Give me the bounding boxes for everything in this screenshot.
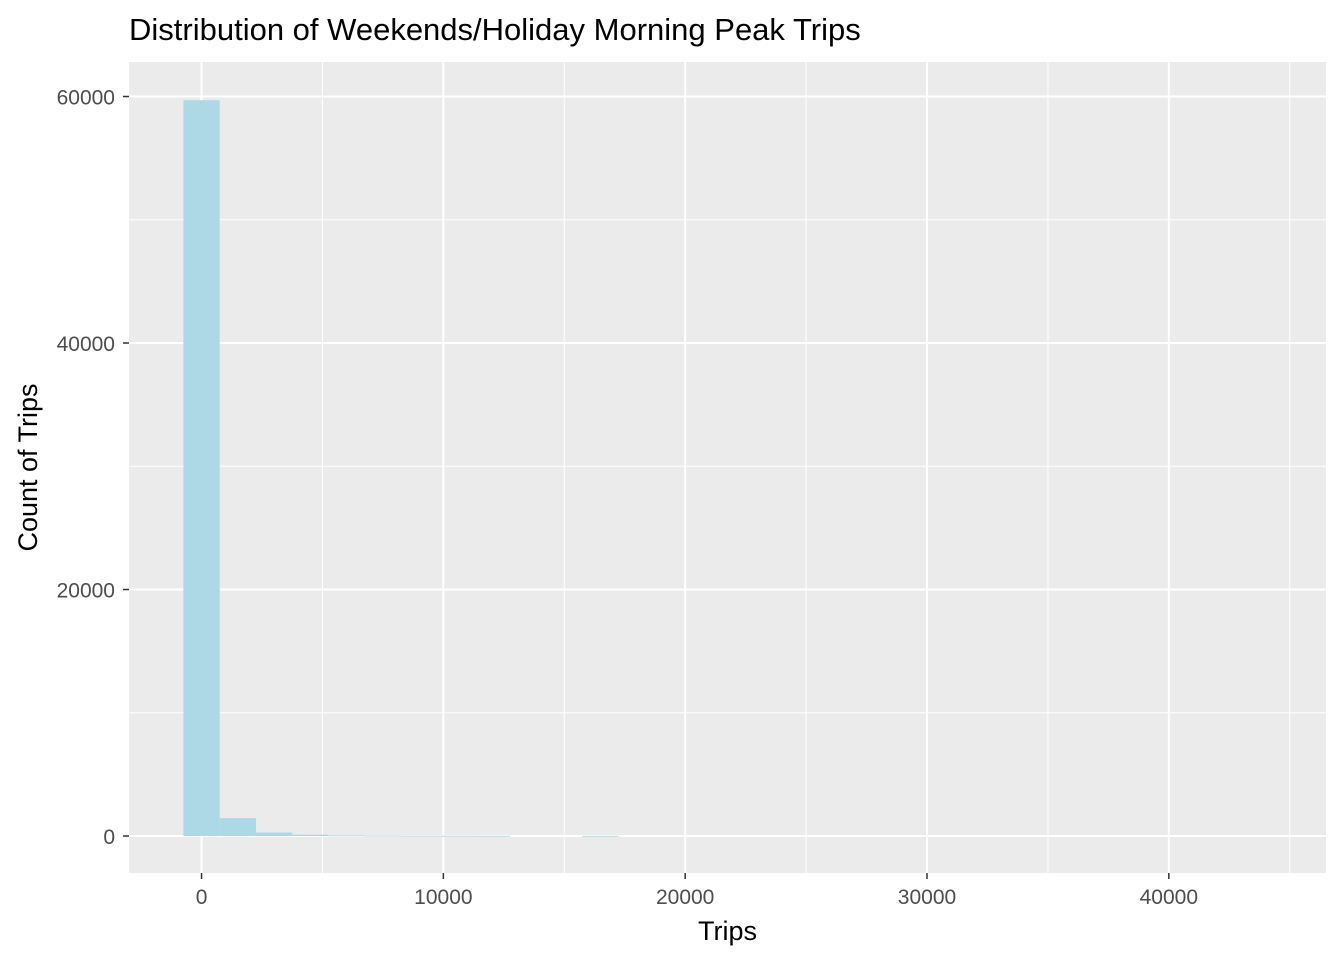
histogram-bar: [473, 835, 510, 837]
histogram-bar: [401, 835, 438, 837]
histogram-bar: [437, 835, 474, 837]
y-axis-label: Count of Trips: [13, 383, 43, 551]
histogram-bar: [219, 818, 256, 837]
histogram-bar: [255, 832, 293, 837]
y-tick-label: 60000: [57, 87, 115, 110]
histogram-bar: [582, 835, 619, 837]
y-tick-label: 40000: [57, 333, 115, 356]
y-tick-label: 0: [103, 826, 115, 849]
x-axis-label: Trips: [698, 916, 757, 946]
x-axis: 0 10000 20000 30000 40000: [196, 873, 1198, 909]
x-tick-label: 30000: [898, 886, 956, 909]
histogram-bar: [183, 100, 220, 837]
x-tick-label: 10000: [414, 886, 472, 909]
histogram-bar: [292, 834, 329, 837]
histogram-bars: [183, 100, 619, 837]
chart-title: Distribution of Weekends/Holiday Morning…: [129, 12, 861, 47]
y-tick-label: 20000: [57, 580, 115, 603]
plot-panel: [129, 62, 1326, 873]
x-tick-label: 20000: [656, 886, 714, 909]
x-tick-label: 0: [196, 886, 208, 909]
minor-gridlines: [129, 62, 1326, 873]
y-axis: 0 20000 40000 60000: [57, 87, 129, 849]
x-tick-label: 40000: [1140, 886, 1198, 909]
histogram-bar: [328, 835, 365, 837]
histogram-bar: [364, 835, 402, 837]
